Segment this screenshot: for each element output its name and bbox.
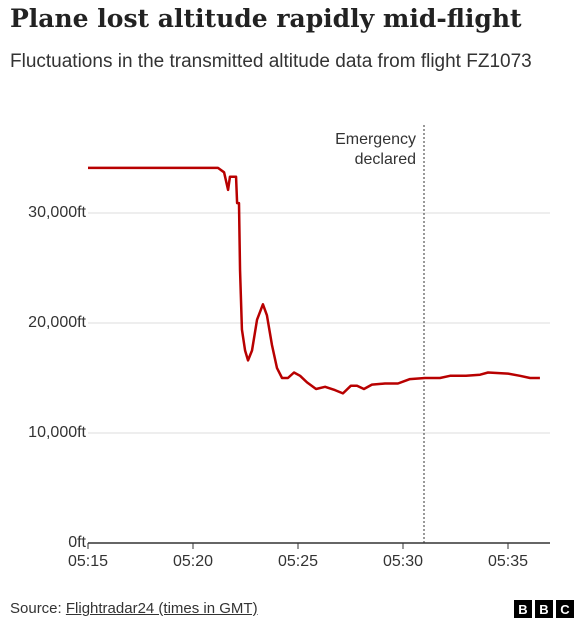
x-tick-label: 05:35: [488, 553, 528, 570]
logo-letter: B: [535, 600, 553, 618]
y-tick-label: 10,000ft: [28, 424, 86, 441]
source-link[interactable]: Flightradar24 (times in GMT): [65, 600, 258, 617]
chart-subtitle: Fluctuations in the transmitted altitude…: [10, 51, 532, 72]
source-label: Source:: [10, 600, 62, 617]
footer: Source: Flightradar24 (times in GMT): [10, 600, 258, 617]
logo-letter: C: [556, 600, 574, 618]
chart: 0ft 10,000ft 20,000ft 30,000ft 05:15 05:20 05:…: [28, 125, 550, 570]
line: [88, 166, 540, 395]
x-tick-label: 05:25: [278, 553, 318, 570]
x-tick-label: 05:20: [173, 553, 213, 570]
x-tick-label: 05:15: [68, 553, 108, 570]
logo-letter: B: [514, 600, 532, 618]
x-tick-label: 05:30: [383, 553, 423, 570]
y-tick-label: 20,000ft: [28, 314, 86, 331]
annotation-text: Emergency: [335, 131, 416, 148]
annotation-text: declared: [355, 151, 416, 168]
y-tick-label: 0ft: [68, 534, 86, 551]
chart-title: Plane lost altitude rapidly mid-flight: [10, 4, 522, 33]
y-tick-label: 30,000ft: [28, 204, 86, 221]
